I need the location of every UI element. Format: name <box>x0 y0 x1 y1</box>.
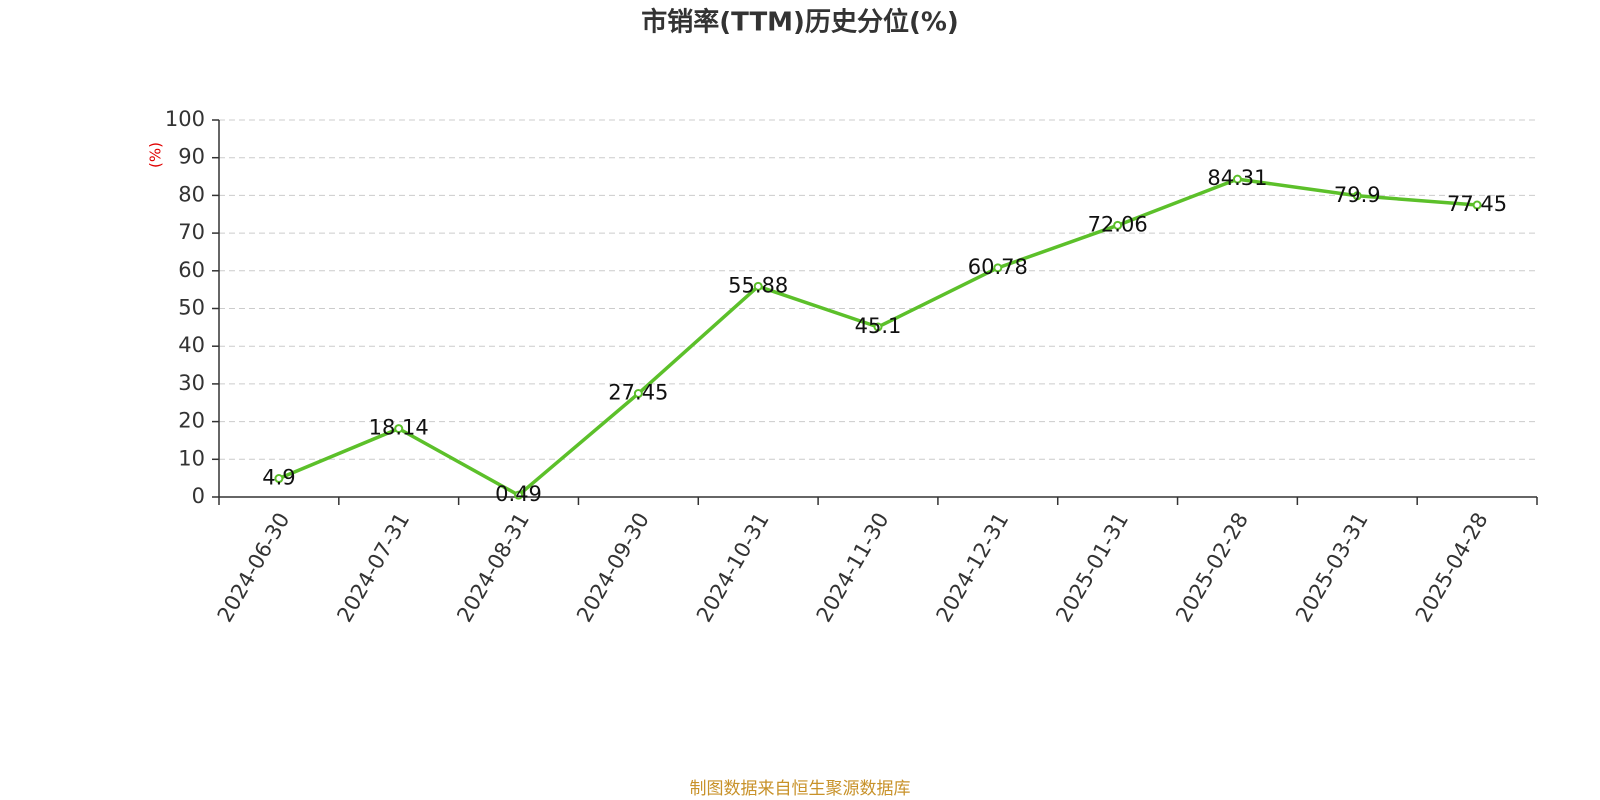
y-tick-label: 20 <box>178 409 205 433</box>
data-label: 72.06 <box>1088 212 1148 236</box>
data-point <box>1472 200 1482 210</box>
data-point <box>753 281 763 291</box>
data-label: 18.14 <box>369 416 429 440</box>
data-label: 45.1 <box>855 314 902 338</box>
data-point <box>993 263 1003 273</box>
data-point <box>514 490 524 500</box>
x-tick-label: 2025-04-28 <box>1411 509 1493 627</box>
data-label: 60.78 <box>968 255 1028 279</box>
data-point <box>633 389 643 399</box>
data-label: 4.9 <box>262 466 295 490</box>
y-tick-label: 60 <box>178 258 205 282</box>
data-point <box>394 424 404 434</box>
y-tick-label: 10 <box>178 446 205 470</box>
data-label: 77.45 <box>1447 192 1507 216</box>
y-tick-label: 70 <box>178 220 205 244</box>
y-tick-label: 90 <box>178 145 205 169</box>
data-point <box>1232 174 1242 184</box>
source-note: 制图数据来自恒生聚源数据库 <box>690 779 911 799</box>
y-tick-label: 50 <box>178 296 205 320</box>
x-tick-label: 2024-06-30 <box>213 509 295 627</box>
data-label: 27.45 <box>608 381 668 405</box>
y-axis-label: (%) <box>147 142 165 168</box>
data-point <box>873 322 883 332</box>
data-label: 84.31 <box>1207 166 1267 190</box>
x-tick-label: 2024-09-30 <box>572 509 654 627</box>
chart-title: 市销率(TTM)历史分位(%) <box>641 7 959 38</box>
x-tick-label: 2024-08-31 <box>452 509 534 627</box>
data-label: 79.9 <box>1334 183 1381 207</box>
y-tick-label: 80 <box>178 182 205 206</box>
x-tick-label: 2024-11-30 <box>812 509 894 627</box>
y-tick-label: 30 <box>178 371 205 395</box>
x-tick-label: 2024-10-31 <box>692 509 774 627</box>
y-tick-label: 0 <box>192 484 205 508</box>
x-tick-label: 2024-12-31 <box>932 509 1014 627</box>
x-tick-label: 2025-02-28 <box>1171 509 1253 627</box>
y-tick-label: 40 <box>178 333 205 357</box>
x-tick-label: 2025-03-31 <box>1291 509 1373 627</box>
data-label: 0.49 <box>495 482 542 506</box>
data-label: 55.88 <box>728 273 788 297</box>
data-point <box>274 474 284 484</box>
data-point <box>1352 191 1362 201</box>
y-tick-label: 100 <box>165 107 205 131</box>
data-point <box>1113 220 1123 230</box>
x-tick-label: 2025-01-31 <box>1051 509 1133 627</box>
x-tick-label: 2024-07-31 <box>332 509 414 627</box>
